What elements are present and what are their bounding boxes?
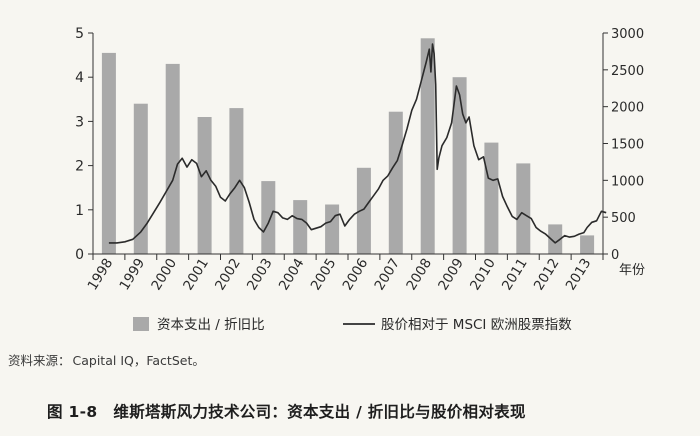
bar-2008 [420,38,435,254]
x-tick-label: 2002 [212,256,244,294]
bar-1998 [101,52,116,255]
right-tick-label: 2500 [611,64,644,79]
bar-2006 [356,167,371,254]
x-tick-label: 2003 [244,256,276,294]
left-tick-label: 2 [75,159,84,175]
right-tick-label: 1500 [611,138,644,153]
left-tick-label: 3 [75,114,84,130]
legend-swatch-bar [133,317,149,331]
left-tick-label: 1 [75,203,84,219]
x-tick-label: 2005 [308,256,340,294]
legend-label-line: 股价相对于 MSCI 欧洲股票指数 [381,317,572,333]
left-tick-label: 5 [75,26,84,42]
bar-2003 [261,181,276,254]
right-tick-label: 500 [611,211,636,226]
bar-2001 [197,117,212,254]
bar-2007 [388,111,403,254]
bar-2013 [580,235,595,254]
figure-title: 维斯塔斯风力技术公司：资本支出 / 折旧比与股价相对表现 [113,403,526,421]
x-tick-label: 2007 [371,256,403,294]
figure-caption: 图 1-8 维斯塔斯风力技术公司：资本支出 / 折旧比与股价相对表现 [47,400,526,422]
figure-number: 图 1-8 [47,403,98,421]
x-tick-label: 1999 [116,256,148,294]
x-tick-label: 2004 [276,256,308,294]
x-tick-label: 2006 [340,256,372,294]
left-tick-label: 0 [75,247,84,263]
left-tick-label: 4 [75,70,84,86]
x-tick-label: 2008 [403,256,435,294]
x-tick-label: 1998 [85,256,117,294]
x-tick-label: 2009 [435,256,467,294]
x-tick-label: 2001 [180,256,212,294]
source-note: 资料来源： Capital IQ，FactSet。 [8,350,205,369]
right-axis-unit-label: 年份 [619,263,645,278]
bar-2002 [229,108,244,254]
bar-2009 [452,77,467,254]
source-text: Capital IQ，FactSet。 [72,353,205,368]
source-label: 资料来源： [8,353,71,368]
x-tick-label: 2011 [499,256,531,294]
line-stock-relative [108,43,607,244]
x-tick-label: 2012 [531,256,563,294]
x-tick-label: 2013 [563,256,595,294]
bar-1999 [133,103,148,254]
right-tick-label: 3000 [611,27,644,42]
legend-label-bar: 资本支出 / 折旧比 [157,317,265,333]
x-tick-label: 2010 [467,256,499,294]
right-tick-label: 1000 [611,174,644,189]
bar-2012 [548,224,563,254]
bar-2011 [516,163,531,254]
bar-2005 [325,204,340,254]
bar-2004 [293,200,308,254]
bar-2000 [165,63,180,255]
right-tick-label: 2000 [611,101,644,116]
right-tick-label: 0 [611,248,619,263]
x-tick-label: 2000 [148,256,180,294]
bar-2010 [484,142,499,254]
